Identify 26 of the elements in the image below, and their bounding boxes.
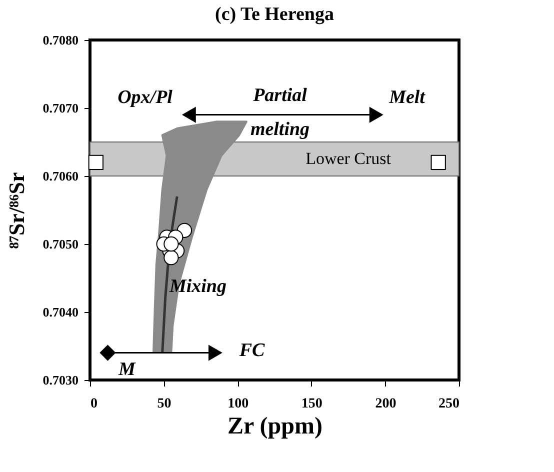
annotation: Melt <box>388 87 426 108</box>
x-axis-title: Zr (ppm) <box>228 414 322 440</box>
band-label: Lower Crust <box>306 149 392 168</box>
point <box>430 154 446 170</box>
annotation: Mixing <box>168 276 227 297</box>
y-axis-title: ⁸⁷Sr/⁸⁶Sr <box>4 172 29 249</box>
x-tick-label: 150 <box>301 396 322 412</box>
y-tick-label: 0.7080 <box>42 32 78 48</box>
y-tick-label: 0.7060 <box>42 168 78 184</box>
x-tick-label: 100 <box>228 396 249 412</box>
y-tick-label: 0.7070 <box>42 100 78 116</box>
y-tick-label: 0.7040 <box>42 304 78 320</box>
point <box>164 250 179 266</box>
chart-title: (c) Te Herenga <box>215 4 334 25</box>
x-tick-label: 50 <box>157 396 172 412</box>
point <box>88 154 104 170</box>
point <box>100 344 116 361</box>
y-tick-label: 0.7050 <box>42 236 78 252</box>
x-tick-label: 200 <box>375 396 396 412</box>
x-tick-label: 0 <box>90 396 98 412</box>
annotation: Opx/Pl <box>118 87 174 108</box>
annotation: Partial melting <box>250 85 310 140</box>
x-tick-label: 250 <box>438 396 460 412</box>
annotation: M <box>118 359 137 380</box>
annotation: FC <box>238 340 265 361</box>
y-tick-label: 0.7030 <box>42 372 78 388</box>
